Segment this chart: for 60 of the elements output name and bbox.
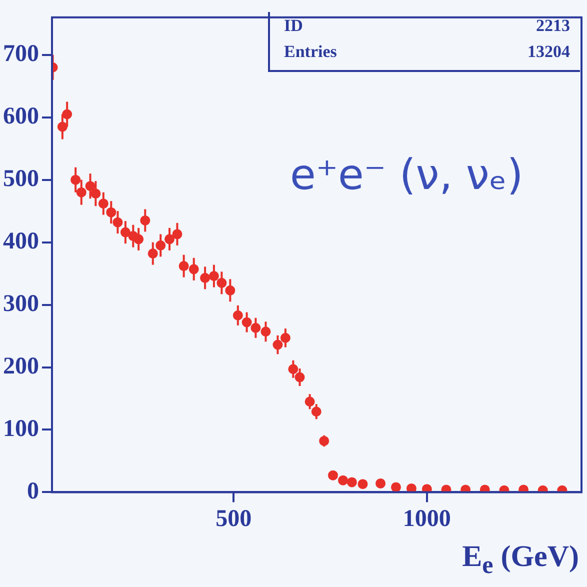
point [311,406,322,417]
point [106,207,116,218]
y-tick-label: 500 [3,166,39,192]
point [172,229,182,240]
point [294,372,305,382]
point [70,174,81,185]
point [216,278,227,288]
point [288,364,298,374]
annotation: 13204 [528,42,570,62]
point [250,322,261,333]
point [460,484,471,492]
point [57,122,68,132]
point [346,477,357,488]
annotation: 2213 [536,16,570,36]
point [260,326,271,337]
point [406,483,416,492]
point [480,484,490,492]
point [390,482,401,492]
point [98,198,108,209]
point [225,285,236,296]
x-axis-title: E$_{e}$ (GeV) [462,540,579,580]
point [328,470,338,480]
y-tick-label: 100 [3,416,39,442]
point [76,187,86,198]
point [376,478,386,488]
point [319,436,330,446]
point [188,264,199,274]
point [518,484,529,492]
point [441,484,452,492]
y-tick-label: 300 [3,290,39,317]
point [62,109,72,120]
point [85,181,96,192]
annotation: ID [284,16,303,36]
point [178,261,189,272]
point [304,396,315,407]
y-tick-label: 200 [3,353,39,380]
point [338,475,348,486]
point [164,234,174,244]
point [134,234,144,244]
point [90,188,101,199]
point [422,484,432,492]
point [272,340,283,350]
annotation: e⁺e⁻ (ν, νₑ) [290,150,524,199]
annotation: Entries [284,42,337,62]
y-tick-label: 400 [3,228,39,255]
point [358,479,368,490]
point [120,227,130,238]
point [156,240,166,250]
point [200,272,210,283]
point [148,248,158,259]
y-tick-label: 0 [27,478,39,504]
point [208,271,219,282]
point [242,317,252,328]
x-tick-label: 1000 [402,506,451,532]
point [280,332,290,343]
point [140,215,150,226]
point [232,310,243,320]
y-tick-label: 700 [3,41,39,68]
y-tick-label: 600 [3,104,39,130]
point [112,217,123,228]
